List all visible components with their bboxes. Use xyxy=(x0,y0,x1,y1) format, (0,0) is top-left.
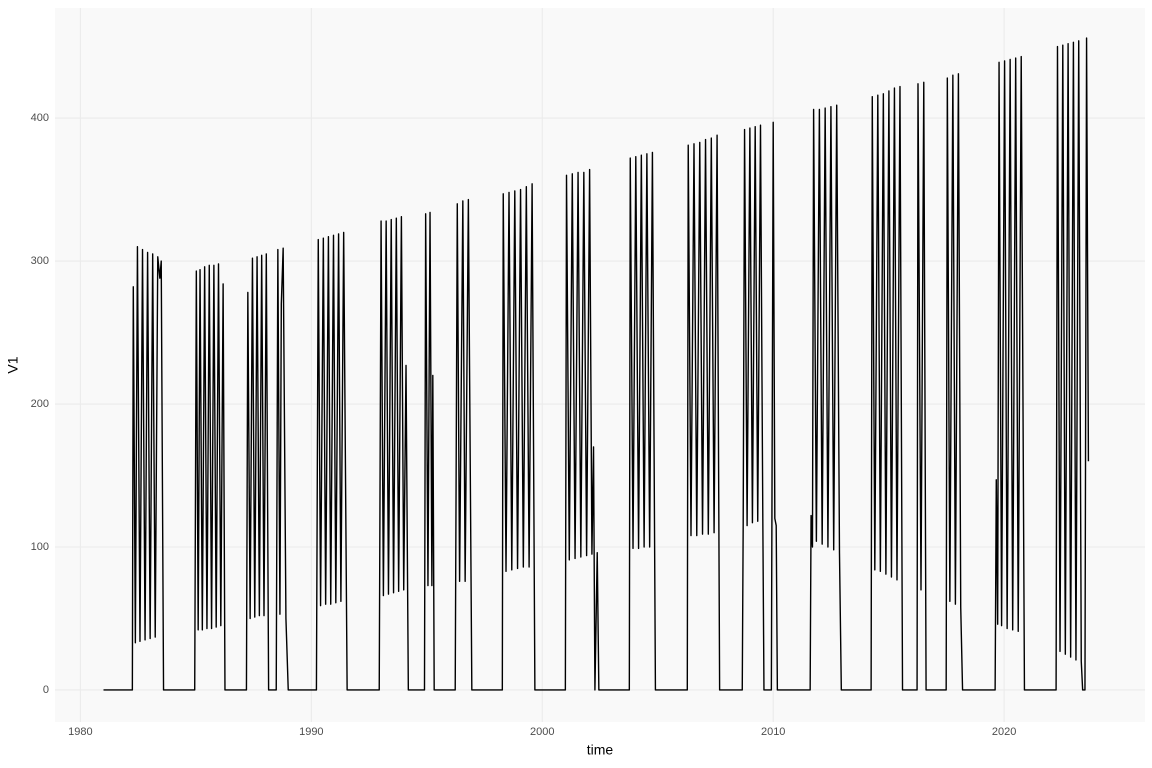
x-axis-title: time xyxy=(587,742,614,758)
marks xyxy=(103,37,1090,691)
y-axis-title: V1 xyxy=(5,356,21,373)
x-tick-label: 1980 xyxy=(68,726,92,738)
x-tick-label: 2020 xyxy=(992,726,1016,738)
y-tick-label: 300 xyxy=(31,255,49,267)
y-tick-label: 0 xyxy=(43,684,49,696)
data-line xyxy=(103,37,1090,691)
y-tick-label: 100 xyxy=(31,541,49,553)
x-tick-label: 1990 xyxy=(299,726,323,738)
panel xyxy=(55,8,1145,722)
x-tick-label: 2010 xyxy=(761,726,785,738)
x-tick-label: 2000 xyxy=(530,726,554,738)
y-tick-label: 200 xyxy=(31,398,49,410)
y-tick-label: 400 xyxy=(31,112,49,124)
